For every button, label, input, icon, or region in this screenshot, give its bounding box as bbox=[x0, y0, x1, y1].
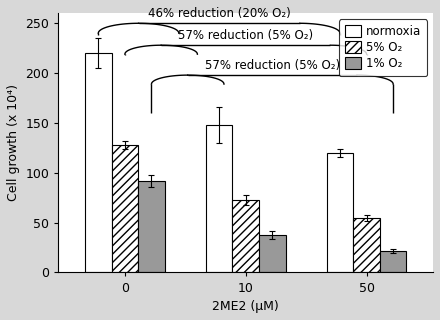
Bar bbox=[353, 218, 380, 272]
X-axis label: 2ME2 (μM): 2ME2 (μM) bbox=[213, 300, 279, 313]
Bar bbox=[232, 200, 259, 272]
Text: 46% reduction (20% O₂): 46% reduction (20% O₂) bbox=[148, 7, 290, 20]
Legend: normoxia, 5% O₂, 1% O₂: normoxia, 5% O₂, 1% O₂ bbox=[339, 19, 427, 76]
Text: 57% reduction (5% O₂): 57% reduction (5% O₂) bbox=[178, 29, 313, 42]
Bar bbox=[85, 53, 112, 272]
Bar bbox=[259, 235, 286, 272]
Bar bbox=[112, 145, 138, 272]
Bar bbox=[138, 181, 165, 272]
Bar bbox=[380, 251, 407, 272]
Bar bbox=[206, 125, 232, 272]
Y-axis label: Cell growth (x 10⁴): Cell growth (x 10⁴) bbox=[7, 84, 20, 201]
Text: 57% reduction (5% O₂): 57% reduction (5% O₂) bbox=[205, 59, 340, 72]
Bar bbox=[327, 153, 353, 272]
